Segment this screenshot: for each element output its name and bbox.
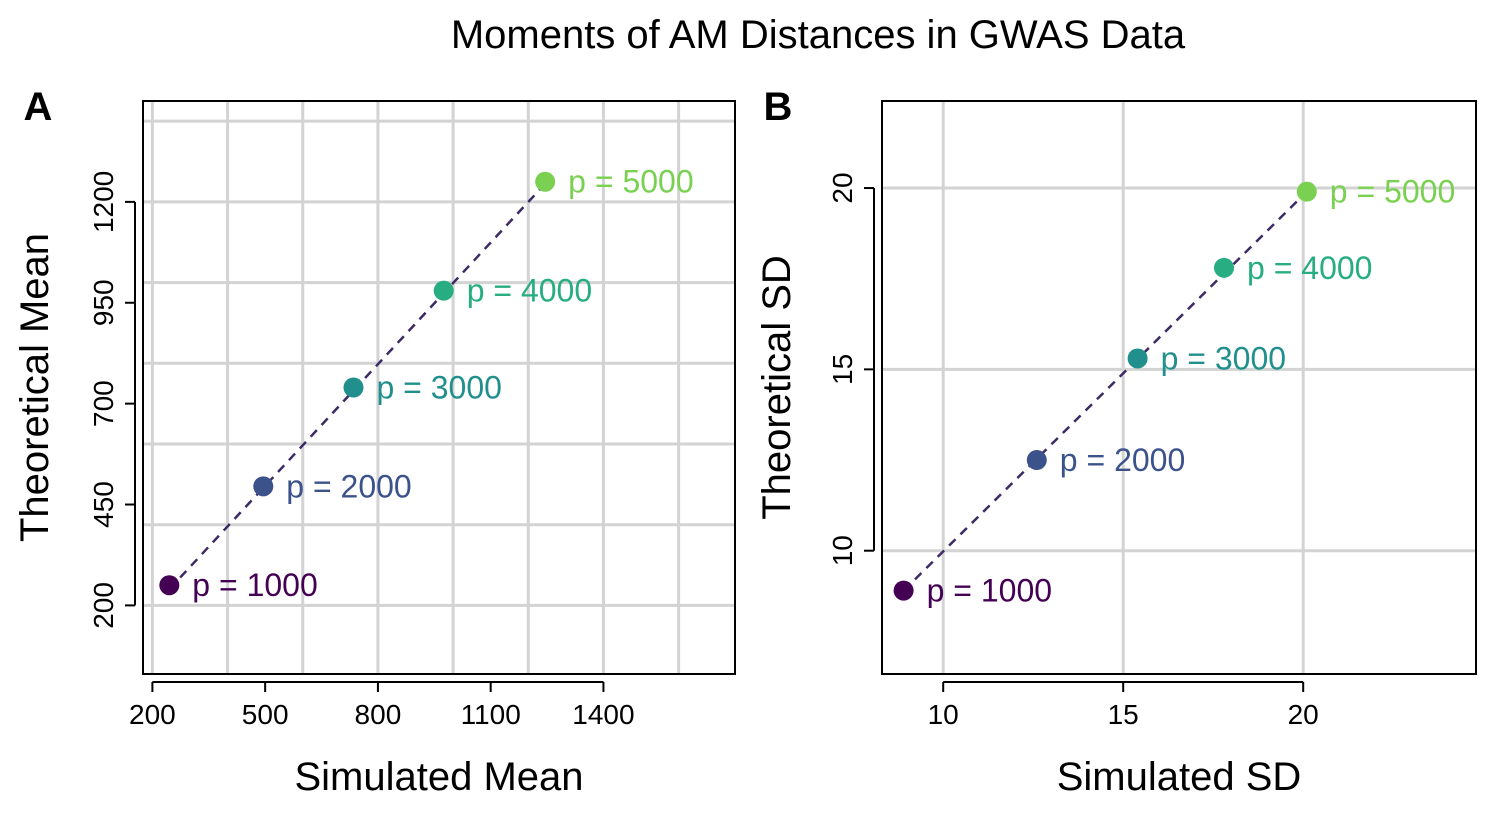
point-label: p = 4000 [467,273,592,309]
x-tick-label: 1400 [572,699,634,730]
data-point [343,377,364,398]
x-tick-label: 800 [355,699,402,730]
x-tick-label: 10 [928,699,959,730]
point-label: p = 4000 [1247,250,1372,286]
data-point [159,575,180,596]
point-label: p = 2000 [286,468,411,504]
y-tick-label: 950 [88,279,119,326]
plot-frame [142,100,736,675]
x-tick-label: 1100 [461,699,521,730]
point-label: p = 3000 [376,370,501,406]
data-point [1026,450,1047,471]
point-label: p = 5000 [568,164,693,200]
y-axis-title: Theoretical SD [755,255,799,520]
x-axis-title: Simulated SD [1057,755,1302,799]
point-label: p = 2000 [1060,442,1185,478]
figure-title: Moments of AM Distances in GWAS Data [451,13,1186,57]
y-tick-label: 450 [88,481,119,528]
y-axis: 10 15 20 [827,172,875,566]
panel-label: A [24,85,53,129]
point-label: p = 3000 [1161,340,1286,376]
x-tick-label: 20 [1288,699,1319,730]
y-tick-label: 200 [88,582,119,629]
y-axis-title: Theoretical Mean [13,233,57,542]
x-axis-title: Simulated Mean [294,755,583,799]
y-tick-label: 1200 [88,171,119,233]
points: p = 1000 p = 2000 p = 3000 p = 4000 p = 5000 [893,174,1455,609]
data-point [1214,257,1234,278]
grid [882,101,1476,674]
panel-b: 10 15 20 Simulated SD 10 15 20 Theoretical SD Bp… [755,85,1477,799]
point-label: p = 1000 [192,567,317,603]
point-label: p = 1000 [927,573,1052,609]
data-point [253,476,274,497]
x-axis: 10 15 20 [928,681,1319,730]
panel-a: 200 500 800 1100 1400 Simulated Mean 200 450 700… [13,85,736,799]
plot-frame [881,100,1477,675]
y-axis: 200 450 700 950 1200 [88,171,136,629]
data-point [1296,181,1317,202]
y-tick-label: 15 [827,354,858,385]
y-tick-label: 700 [88,380,119,427]
data-point [433,280,454,301]
x-tick-label: 15 [1108,699,1139,730]
panel-label: B [764,85,793,129]
x-tick-label: 500 [242,699,289,730]
y-tick-label: 10 [827,535,858,566]
data-point [893,580,914,601]
x-tick-label: 200 [129,699,176,730]
x-axis: 200 500 800 1100 1400 [129,681,635,730]
points: p = 1000 p = 2000 p = 3000 p = 4000 p = 5000 [159,164,694,603]
fit-line [902,190,1308,592]
y-tick-label: 20 [827,172,858,203]
data-point [535,171,556,192]
data-point [1127,348,1148,369]
point-label: p = 5000 [1330,174,1455,210]
